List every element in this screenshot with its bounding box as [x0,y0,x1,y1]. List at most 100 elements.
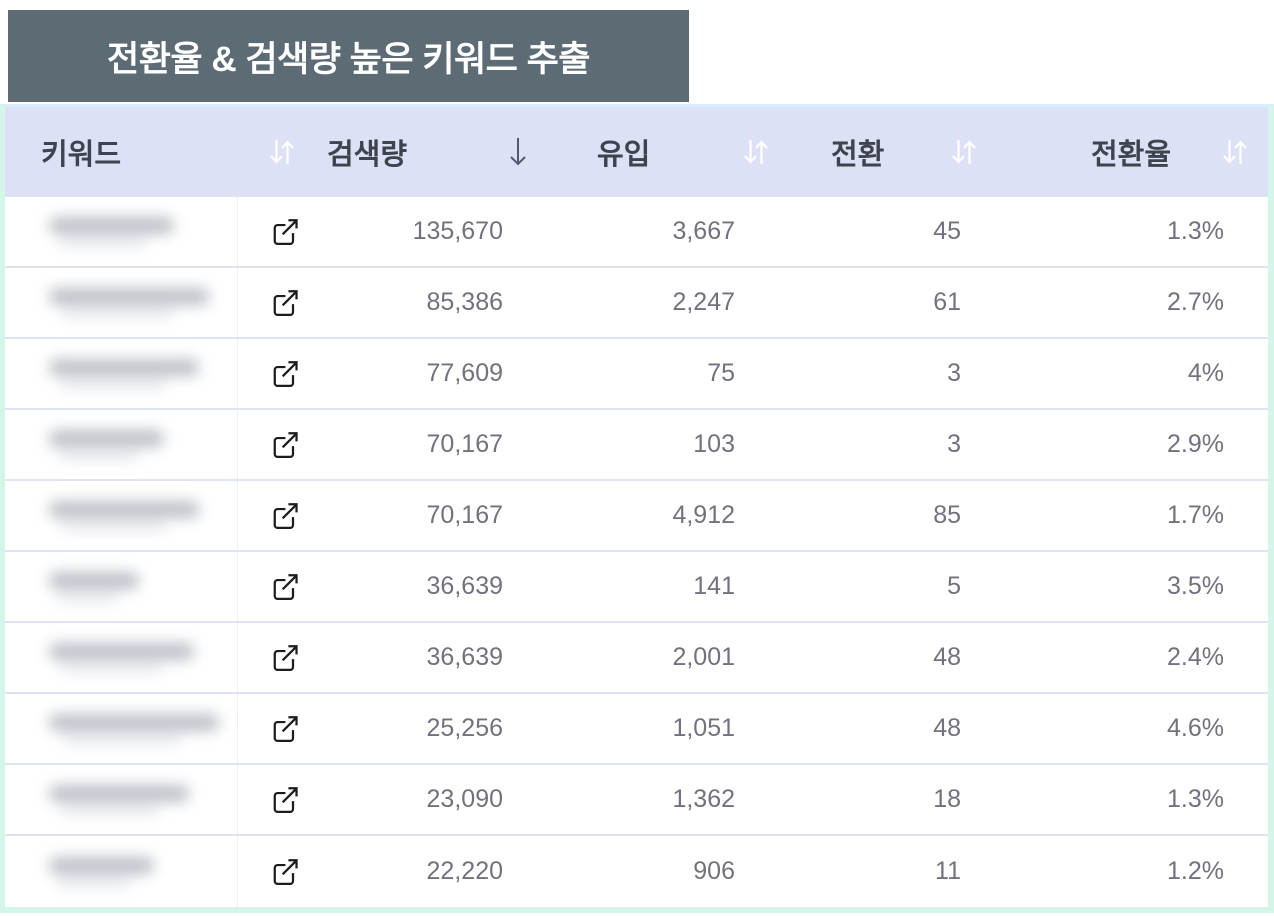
conversion-rate-value: 1.3% [1167,217,1224,245]
search-volume-value: 23,090 [426,785,503,813]
conversion-rate-value: 3.5% [1167,572,1224,600]
title-banner: 전환율 & 검색량 높은 키워드 추출 [8,10,689,102]
keyword-cell-redacted [5,268,238,337]
redacted-keyword-blur [49,501,199,530]
sort-down-icon[interactable] [507,134,529,170]
sort-updown-icon[interactable] [741,136,771,168]
conversion-rate-value: 2.9% [1167,430,1224,458]
search-volume-value: 25,256 [426,714,503,742]
external-link-button[interactable] [238,358,331,390]
conversion-value: 85 [933,501,961,529]
conversion-value: 11 [935,857,961,885]
conversion-value: 3 [947,359,961,387]
sort-updown-icon[interactable] [267,136,297,168]
table-row: 70,167 4,912 85 1.7% [5,481,1268,552]
external-link-icon[interactable] [269,287,301,319]
inflow-value: 2,001 [672,643,735,671]
sort-updown-icon[interactable] [949,136,979,168]
external-link-icon[interactable] [269,784,301,816]
table-body: 135,670 3,667 45 1.3% 85,386 2,247 61 2.… [5,197,1268,907]
inflow-value: 4,912 [672,501,735,529]
conversion-value: 45 [933,217,961,245]
redacted-keyword-blur [49,785,189,814]
external-link-icon[interactable] [269,500,301,532]
table-row: 22,220 906 11 1.2% [5,836,1268,907]
search-volume-value: 22,220 [426,857,503,885]
keyword-cell-redacted [5,481,238,550]
conversion-value: 61 [933,288,961,316]
redacted-keyword-blur [49,857,154,886]
external-link-button[interactable] [238,216,331,248]
external-link-button[interactable] [238,287,331,319]
keyword-table: 키워드 검색량 유입 전환 [0,104,1274,913]
column-search-volume: 검색량 [327,107,535,197]
page-title: 전환율 & 검색량 높은 키워드 추출 [107,39,591,79]
column-header-inflow[interactable]: 유입 [597,139,651,171]
search-volume-value: 135,670 [412,217,503,245]
inflow-value: 1,051 [672,714,735,742]
inflow-value: 103 [693,430,735,458]
external-link-button[interactable] [238,500,331,532]
column-keyword: 키워드 [5,107,327,197]
external-link-button[interactable] [238,429,331,461]
keyword-cell-redacted [5,197,238,266]
external-link-icon[interactable] [269,713,301,745]
keyword-cell-redacted [5,836,238,907]
conversion-rate-value: 1.7% [1167,501,1224,529]
inflow-value: 3,667 [672,217,735,245]
conversion-value: 3 [947,430,961,458]
conversion-rate-value: 4% [1187,359,1224,387]
column-header-keyword[interactable]: 키워드 [41,139,122,171]
search-volume-value: 36,639 [426,572,503,600]
external-link-icon[interactable] [269,571,301,603]
inflow-value: 1,362 [672,785,735,813]
sort-updown-icon[interactable] [1220,136,1250,168]
external-link-icon[interactable] [269,429,301,461]
column-header-conversion-rate[interactable]: 전환율 [1091,139,1172,171]
external-link-icon[interactable] [269,642,301,674]
inflow-value: 141 [693,572,735,600]
inflow-value: 906 [693,857,735,885]
conversion-value: 18 [933,785,961,813]
redacted-keyword-blur [49,714,219,743]
keyword-cell-redacted [5,623,238,692]
keyword-cell-redacted [5,410,238,479]
column-header-search-volume[interactable]: 검색량 [327,139,408,171]
conversion-value: 48 [933,643,961,671]
inflow-value: 2,247 [672,288,735,316]
inflow-value: 75 [707,359,735,387]
redacted-keyword-blur [49,643,194,672]
external-link-button[interactable] [238,713,331,745]
search-volume-value: 36,639 [426,643,503,671]
conversion-rate-value: 1.3% [1167,785,1224,813]
redacted-keyword-blur [49,430,164,459]
conversion-value: 48 [933,714,961,742]
table-row: 135,670 3,667 45 1.3% [5,197,1268,268]
external-link-button[interactable] [238,784,331,816]
conversion-value: 5 [947,572,961,600]
redacted-keyword-blur [49,217,174,246]
conversion-rate-value: 2.7% [1167,288,1224,316]
column-header-conversion[interactable]: 전환 [831,139,885,171]
external-link-icon[interactable] [269,216,301,248]
external-link-icon[interactable] [269,856,301,888]
redacted-keyword-blur [49,288,209,317]
table-row: 70,167 103 3 2.9% [5,410,1268,481]
external-link-button[interactable] [238,856,331,888]
table-row: 23,090 1,362 18 1.3% [5,765,1268,836]
search-volume-value: 70,167 [426,501,503,529]
table-row: 36,639 2,001 48 2.4% [5,623,1268,694]
conversion-rate-value: 4.6% [1167,714,1224,742]
redacted-keyword-blur [49,572,139,601]
table-row: 36,639 141 5 3.5% [5,552,1268,623]
external-link-button[interactable] [238,642,331,674]
search-volume-value: 85,386 [426,288,503,316]
table-row: 25,256 1,051 48 4.6% [5,694,1268,765]
table-header: 키워드 검색량 유입 전환 [5,107,1268,197]
conversion-rate-value: 1.2% [1167,857,1224,885]
external-link-icon[interactable] [269,358,301,390]
keyword-cell-redacted [5,552,238,621]
table-row: 85,386 2,247 61 2.7% [5,268,1268,339]
external-link-button[interactable] [238,571,331,603]
column-inflow: 유입 [535,107,783,197]
